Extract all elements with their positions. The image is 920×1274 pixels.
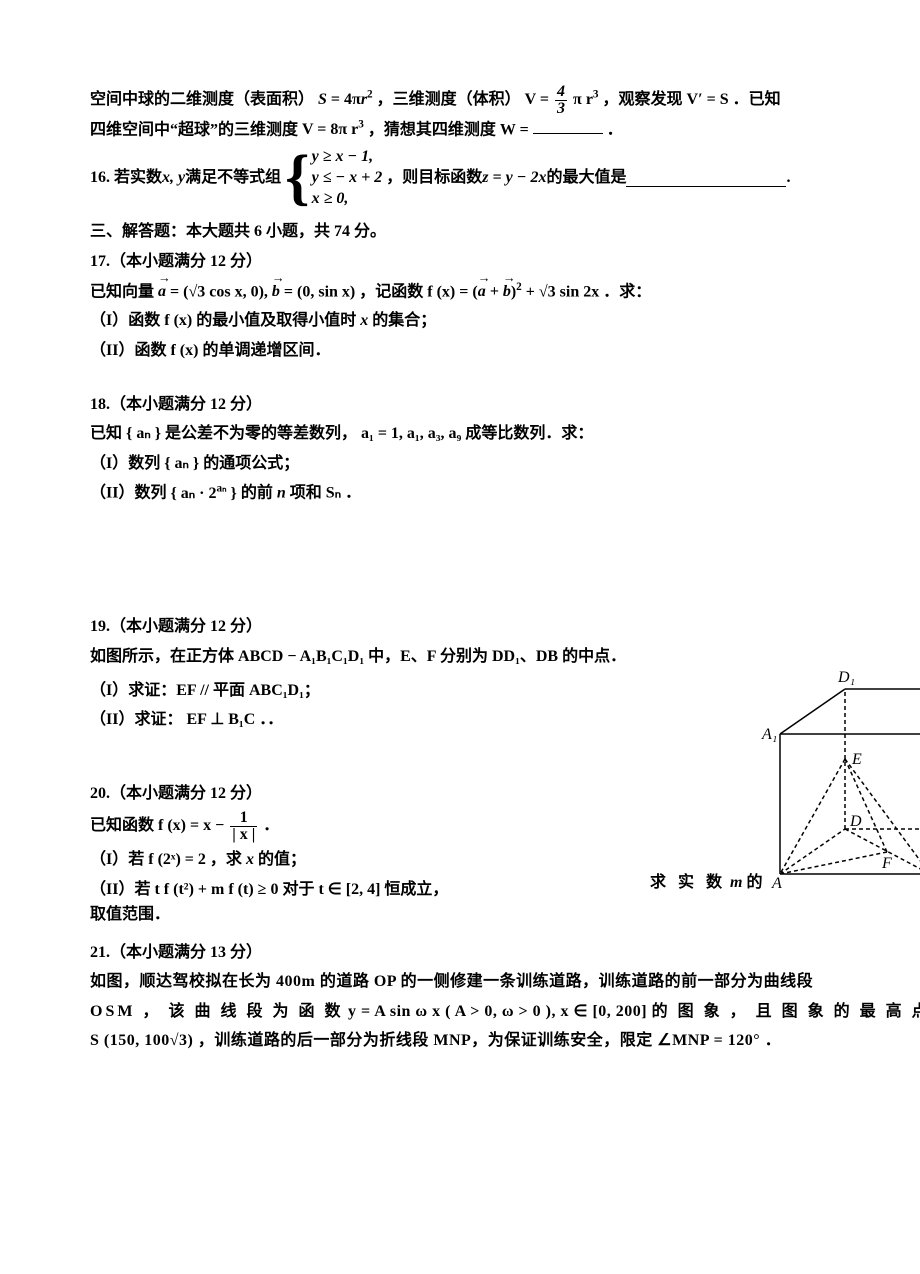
- q19-ii: （II）求证： EF ⊥ B₁C ．．: [90, 707, 730, 733]
- lbl-F: F: [881, 855, 892, 872]
- q15-eq4: V = 8π r3: [302, 121, 364, 138]
- cube-figure: A₁ B₁ C₁ D₁ A B C D E F: [750, 664, 920, 903]
- q16: 16. 若实数 x, y 满足不等式组 { y ≥ x − 1, y ≤ − x…: [90, 147, 920, 209]
- q18-body: 已知 { aₙ } 是公差不为零的等差数列， a₁ = 1, a₁, a₃, a…: [90, 421, 920, 447]
- q16-obj: z = y − 2x: [482, 165, 546, 191]
- q20-i: （I）若 f (2ˣ) = 2 ，求 x 的值；: [90, 847, 730, 873]
- q16-c2: y ≤ − x + 2: [312, 169, 383, 186]
- q16-blank: [626, 170, 786, 187]
- q15-text3: ，观察发现: [603, 91, 683, 108]
- q15-line2b: ，猜想其四维测度: [368, 121, 496, 138]
- q21-head: 21.（本小题满分 13 分）: [90, 940, 920, 966]
- q16-end: .: [786, 165, 790, 191]
- q18-i: （I）数列 { aₙ } 的通项公式；: [90, 451, 920, 477]
- q15-blank: [533, 117, 603, 134]
- q15-eq1-rhs: = 4πr2: [331, 91, 373, 108]
- q15-text2: ，三维测度（体积）: [377, 91, 521, 108]
- q16-c2-tail: ，则目标函数: [386, 165, 482, 191]
- q18-ii: （II）数列 { aₙ · 2aₙ } 的前 n 项和 Sₙ ．: [90, 480, 920, 506]
- q20-l1: 已知函数 f (x) = x − 1| x | ．: [90, 810, 730, 843]
- vec-b: b: [272, 279, 280, 305]
- q19-head: 19.（本小题满分 12 分）: [90, 614, 920, 640]
- q15-eq1-lhs: S: [318, 91, 327, 108]
- q19-i: （I）求证：EF // 平面 ABC₁D₁；: [90, 678, 730, 704]
- q15-eq3: V′ = S: [687, 91, 729, 108]
- q16-system: { y ≥ x − 1, y ≤ − x + 2 x ≥ 0,: [285, 147, 382, 209]
- q17-body: 已知向量 a = (√3 cos x, 0), b = (0, sin x) ，…: [90, 279, 920, 305]
- q18-head: 18.（本小题满分 12 分）: [90, 392, 920, 418]
- lbl-D1: D₁: [837, 669, 855, 686]
- q15: 空间中球的二维测度（表面积） S = 4πr2 ，三维测度（体积） V = 43…: [90, 84, 920, 143]
- q16-vars: x, y: [162, 165, 185, 191]
- q17-i: （I）函数 f (x) 的最小值及取得小值时 x 的集合；: [90, 308, 920, 334]
- q15-text4: ．已知: [733, 91, 781, 108]
- section3-heading: 三、解答题：本大题共 6 小题，共 74 分。: [90, 219, 920, 245]
- lbl-A: A: [771, 875, 782, 892]
- q20-ii: （II）若 t f (t²) + m f (t) ≥ 0 对于 t ∈ [2, …: [90, 877, 730, 928]
- lbl-D: D: [849, 813, 862, 830]
- q16-tail: 的最大值是: [546, 165, 626, 191]
- vec-a: a: [158, 279, 166, 305]
- q21-l2: OSM ， 该 曲 线 段 为 函 数 y = A sin ω x ( A > …: [90, 999, 920, 1025]
- q16-mid: 满足不等式组: [185, 165, 281, 191]
- q17-ii: （II）函数 f (x) 的单调递增区间．: [90, 338, 920, 364]
- q16-lead: 16. 若实数: [90, 165, 162, 191]
- lbl-E: E: [851, 751, 862, 768]
- q16-c3: x ≥ 0,: [312, 189, 383, 210]
- q20-head: 20.（本小题满分 12 分）: [90, 781, 730, 807]
- q15-line2a: 四维空间中“超球”的三维测度: [90, 121, 298, 138]
- q15-text1: 空间中球的二维测度（表面积）: [90, 91, 314, 108]
- q16-c1: y ≥ x − 1,: [312, 147, 383, 168]
- q15-eq5: W =: [500, 121, 529, 138]
- q15-tail: ．: [607, 121, 623, 138]
- lbl-A1: A₁: [761, 726, 777, 743]
- q21-l1: 如图，顺达驾校拟在长为 400m 的道路 OP 的一侧修建一条训练道路，训练道路…: [90, 969, 920, 995]
- q15-eq2: V = 43 π r3: [525, 91, 603, 108]
- q21-l3: S (150, 100√3) ，训练道路的后一部分为折线段 MNP，为保证训练安…: [90, 1028, 920, 1054]
